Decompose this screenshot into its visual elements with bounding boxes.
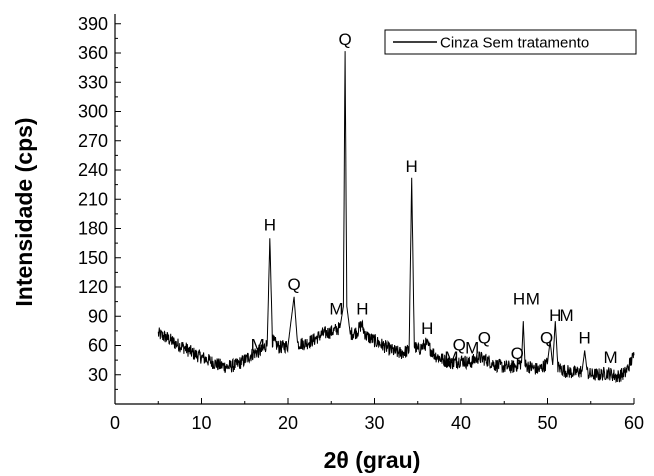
peak-label: M (329, 299, 343, 318)
legend: Cinza Sem tratamento (384, 29, 637, 55)
peak-label: Q (287, 275, 300, 294)
peak-label: M (604, 348, 618, 367)
peak-label: H (421, 319, 433, 338)
series-layer (157, 51, 635, 383)
peak-label: H (264, 215, 276, 234)
peak-label: M (251, 335, 265, 354)
y-tick-label: 270 (78, 131, 108, 151)
series-line (157, 51, 635, 383)
y-tick-label: 240 (78, 160, 108, 180)
y-tick-label: 120 (78, 277, 108, 297)
y-tick-label: 330 (78, 72, 108, 92)
peak-label: Q (511, 344, 524, 363)
y-tick-label: 300 (78, 102, 108, 122)
y-tick-label: 210 (78, 189, 108, 209)
peak-label: M (559, 306, 573, 325)
peak-label: H (406, 157, 418, 176)
x-tick-label: 60 (624, 413, 644, 433)
x-tick-label: 0 (110, 413, 120, 433)
peak-label: M (526, 290, 540, 309)
axes-layer: 30 60 90 120 150 180 210 240 270 300 330 360 390 0 10 2… (78, 14, 644, 433)
peak-label: Q (338, 30, 351, 49)
peak-label: H (356, 299, 368, 318)
x-tick-label: 50 (537, 413, 557, 433)
peak-label: Q (478, 329, 491, 348)
x-tick-label: 20 (278, 413, 298, 433)
y-tick-label: 30 (88, 365, 108, 385)
y-tick-label: 360 (78, 43, 108, 63)
peak-label: M (444, 348, 458, 367)
x-tick-label: 30 (364, 413, 384, 433)
peak-label: H (579, 329, 591, 348)
legend-label: Cinza Sem tratamento (440, 35, 589, 52)
peak-label: H (513, 290, 525, 309)
peak-label: Q (540, 329, 553, 348)
peak-label: Q (453, 335, 466, 354)
y-tick-label: 150 (78, 248, 108, 268)
peak-label: M (465, 338, 479, 357)
x-tick-label: 40 (451, 413, 471, 433)
peak-label: H (549, 306, 561, 325)
y-tick-label: 390 (78, 14, 108, 34)
y-tick-label: 180 (78, 219, 108, 239)
x-tick-label: 10 (191, 413, 211, 433)
y-axis-title: Intensidade (cps) (11, 117, 37, 306)
x-axis-title: 2θ (grau) (324, 447, 421, 473)
y-tick-label: 60 (88, 336, 108, 356)
y-tick-label: 90 (88, 306, 108, 326)
